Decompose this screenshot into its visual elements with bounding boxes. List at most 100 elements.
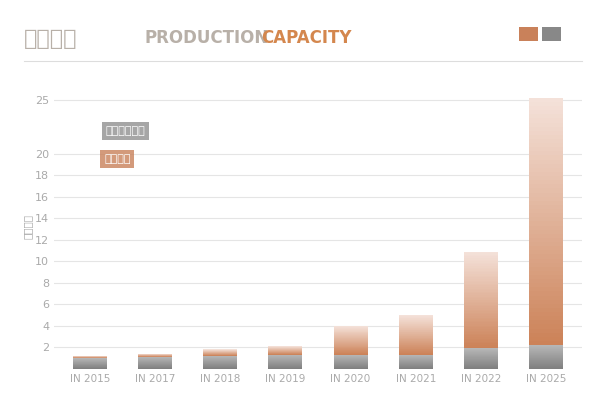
Bar <box>399 316 433 317</box>
Bar <box>334 345 368 346</box>
Bar <box>529 135 563 139</box>
Bar <box>464 266 498 268</box>
Bar <box>399 321 433 322</box>
Bar <box>399 351 433 352</box>
Bar <box>334 340 368 341</box>
Bar <box>464 279 498 281</box>
Bar <box>529 180 563 184</box>
Bar <box>529 193 563 197</box>
Bar <box>334 354 368 355</box>
Bar <box>529 172 563 176</box>
Bar <box>464 272 498 274</box>
Bar <box>334 351 368 352</box>
Bar <box>334 334 368 335</box>
Bar <box>529 321 563 324</box>
Bar <box>464 258 498 260</box>
Bar <box>334 339 368 340</box>
Bar <box>334 330 368 331</box>
Bar <box>464 300 498 302</box>
Bar <box>529 304 563 308</box>
Bar <box>529 263 563 267</box>
Bar <box>464 295 498 297</box>
Bar <box>529 168 563 172</box>
Bar <box>399 346 433 347</box>
Bar <box>464 324 498 326</box>
Bar <box>464 264 498 266</box>
Bar <box>529 316 563 321</box>
Bar <box>334 332 368 333</box>
Bar <box>399 325 433 326</box>
Bar <box>529 230 563 234</box>
Bar <box>464 292 498 293</box>
Y-axis label: （万吨）: （万吨） <box>22 214 32 239</box>
Bar <box>529 217 563 221</box>
Bar <box>464 269 498 271</box>
Bar <box>529 197 563 201</box>
Bar <box>399 324 433 325</box>
Bar <box>529 242 563 246</box>
Bar <box>399 328 433 329</box>
Bar <box>464 251 498 253</box>
Bar <box>529 98 563 102</box>
Bar <box>464 314 498 316</box>
Bar <box>334 342 368 343</box>
Bar <box>529 234 563 238</box>
Bar <box>464 326 498 327</box>
Bar <box>334 326 368 327</box>
Bar <box>464 290 498 292</box>
Bar <box>334 338 368 339</box>
Bar <box>464 313 498 314</box>
Bar <box>529 164 563 168</box>
Bar <box>399 336 433 337</box>
Bar <box>464 340 498 342</box>
Bar <box>399 319 433 320</box>
Bar <box>529 114 563 119</box>
Bar <box>529 337 563 341</box>
Bar <box>399 348 433 349</box>
Bar <box>399 315 433 316</box>
Bar <box>529 209 563 213</box>
Bar <box>529 300 563 304</box>
Bar <box>399 317 433 318</box>
Bar <box>464 298 498 300</box>
Bar <box>399 330 433 331</box>
Bar <box>464 311 498 313</box>
Bar <box>529 279 563 283</box>
Bar <box>399 320 433 321</box>
Bar <box>399 335 433 336</box>
Bar <box>399 326 433 327</box>
Bar <box>399 340 433 341</box>
Bar <box>464 274 498 276</box>
Bar <box>464 271 498 272</box>
Bar <box>464 297 498 298</box>
Bar <box>399 334 433 335</box>
Bar <box>464 308 498 310</box>
Bar <box>464 334 498 335</box>
Bar <box>529 259 563 263</box>
Bar <box>334 341 368 342</box>
Bar <box>334 331 368 332</box>
Bar <box>529 119 563 122</box>
Bar <box>399 343 433 344</box>
Bar <box>529 102 563 106</box>
Bar <box>334 352 368 353</box>
Bar <box>464 260 498 261</box>
Bar <box>464 305 498 306</box>
Text: 电子电路铜箔: 电子电路铜箔 <box>106 126 145 136</box>
Bar <box>464 310 498 311</box>
Bar <box>464 339 498 340</box>
Bar <box>464 329 498 331</box>
Bar <box>334 329 368 330</box>
Bar <box>334 336 368 337</box>
Bar <box>464 303 498 305</box>
Bar <box>399 342 433 343</box>
Text: PRODUCTION: PRODUCTION <box>144 29 268 47</box>
Bar <box>334 347 368 348</box>
Bar <box>464 261 498 263</box>
Bar <box>464 318 498 319</box>
Bar <box>334 350 368 351</box>
Bar <box>529 205 563 209</box>
Bar <box>529 333 563 337</box>
Bar <box>464 347 498 348</box>
Bar <box>529 184 563 189</box>
